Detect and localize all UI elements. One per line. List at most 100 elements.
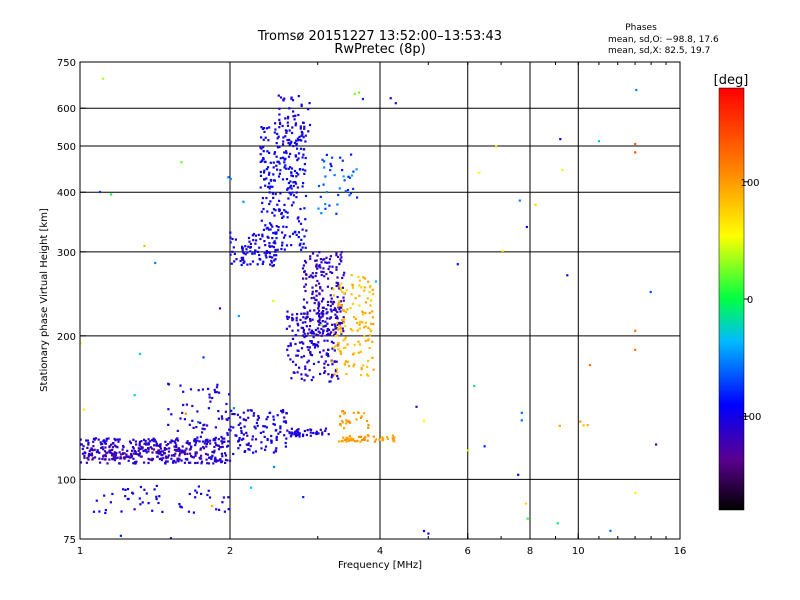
data-point [122, 488, 125, 491]
data-point [348, 176, 352, 179]
data-point [300, 356, 303, 359]
data-point [311, 292, 314, 296]
data-point [338, 285, 341, 288]
data-point [301, 246, 304, 249]
data-point [363, 286, 366, 289]
data-point [263, 251, 266, 254]
data-point [244, 450, 247, 453]
data-point [130, 456, 133, 459]
data-point [198, 456, 201, 459]
data-point [297, 173, 300, 176]
data-point [386, 436, 389, 439]
data-point [339, 300, 342, 303]
data-point [292, 194, 296, 197]
data-point [292, 318, 295, 321]
data-point [122, 444, 125, 448]
data-point [341, 290, 344, 294]
data-point [242, 433, 245, 436]
data-point [143, 244, 146, 247]
data-point [281, 241, 284, 244]
data-point [382, 437, 385, 440]
data-point [422, 529, 426, 533]
y-tick-label: 500 [57, 142, 76, 153]
data-point [309, 257, 312, 260]
data-point [299, 168, 302, 171]
data-point [343, 292, 346, 295]
data-point [317, 360, 320, 364]
data-point [242, 252, 246, 255]
data-point [92, 457, 95, 460]
data-point [194, 441, 197, 444]
data-point [318, 318, 321, 322]
data-point [223, 440, 226, 443]
data-point [131, 446, 135, 449]
data-point [283, 248, 286, 251]
data-point [335, 284, 338, 288]
data-point [333, 373, 336, 376]
data-point [368, 290, 371, 294]
data-point [303, 259, 307, 263]
data-point [162, 457, 165, 460]
data-point [255, 421, 258, 424]
data-point [170, 457, 173, 460]
data-point [316, 311, 319, 315]
data-point [108, 445, 111, 448]
data-point [305, 277, 308, 280]
data-point [254, 427, 257, 430]
data-point [212, 439, 215, 442]
data-point [342, 339, 345, 342]
data-point [344, 190, 347, 193]
data-point [295, 319, 298, 322]
data-point [101, 457, 104, 461]
data-point [272, 208, 276, 211]
data-point [300, 347, 304, 350]
data-point [277, 229, 280, 232]
data-point [286, 124, 290, 127]
data-point [325, 272, 328, 276]
data-point [367, 326, 370, 329]
data-point [326, 317, 329, 320]
data-point [378, 438, 381, 441]
data-point [209, 400, 212, 403]
data-point [280, 247, 283, 251]
y-tick-label: 75 [63, 535, 76, 546]
data-point [275, 142, 278, 145]
data-point [194, 439, 197, 443]
data-point [302, 136, 305, 139]
data-point [325, 191, 328, 194]
data-point [272, 264, 275, 267]
data-point [367, 423, 370, 427]
data-point [291, 316, 294, 320]
data-point [164, 460, 167, 463]
data-point [215, 391, 218, 394]
data-point [292, 115, 295, 118]
data-point [264, 445, 268, 448]
data-point [267, 139, 270, 142]
data-point [634, 329, 637, 332]
data-point [296, 217, 299, 220]
data-point [127, 455, 130, 458]
data-point [343, 427, 346, 430]
data-point [117, 440, 120, 443]
data-point [147, 447, 150, 450]
data-point [291, 99, 295, 102]
data-point [326, 300, 330, 304]
data-point [232, 426, 235, 429]
data-point [318, 315, 321, 318]
data-point [208, 393, 211, 396]
data-point [324, 261, 327, 264]
data-point [279, 122, 282, 126]
data-point [283, 158, 286, 161]
data-point [242, 437, 245, 440]
data-point [262, 150, 265, 153]
data-point [296, 371, 299, 374]
data-point [323, 371, 326, 374]
data-point [242, 418, 245, 421]
data-point [372, 293, 375, 296]
data-point [217, 417, 220, 420]
data-point [269, 245, 272, 248]
data-point [372, 368, 375, 371]
data-point [163, 448, 166, 451]
data-point [260, 126, 263, 129]
